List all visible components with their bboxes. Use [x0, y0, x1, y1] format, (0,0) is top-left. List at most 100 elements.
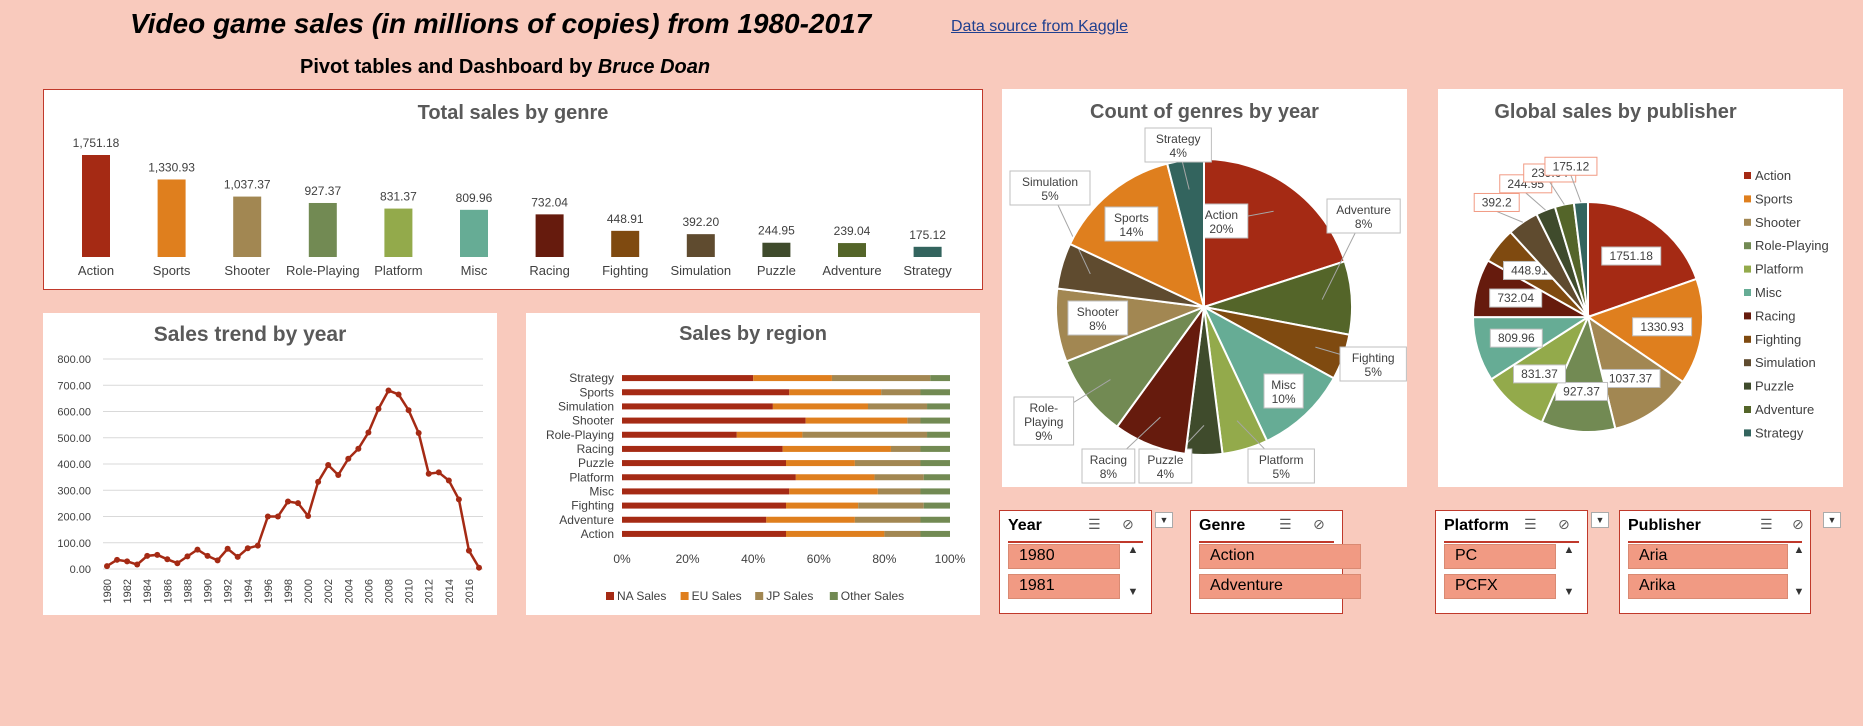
- pie-data-label: Adventure: [1336, 203, 1391, 217]
- clear-filter-icon[interactable]: ⊘: [1313, 516, 1325, 532]
- x-tick-label: 80%: [872, 552, 896, 566]
- bar-data-label: 732.04: [531, 195, 568, 209]
- data-point: [415, 430, 422, 437]
- pie-data-label: 392.2: [1482, 195, 1512, 209]
- legend-swatch: [1744, 359, 1751, 367]
- x-tick-label: 1996: [263, 579, 275, 603]
- pie-slice-role-playing: [1065, 304, 1207, 429]
- data-point: [355, 445, 362, 452]
- clear-filter-icon[interactable]: ⊘: [1558, 516, 1570, 532]
- multi-select-icon[interactable]: ☰: [1279, 516, 1292, 532]
- legend-label: Other Sales: [841, 589, 904, 603]
- publisher-slicer[interactable]: Publisher ☰ ⊘ Aria Arika ▲ ▼: [1619, 510, 1811, 614]
- y-tick-label: 0.00: [70, 564, 91, 576]
- data-point: [476, 564, 482, 571]
- slicer-scrollbar[interactable]: ▲ ▼: [1792, 544, 1806, 607]
- data-point: [305, 512, 312, 519]
- legend-label: Platform: [1755, 262, 1803, 277]
- scroll-up-icon[interactable]: ▲: [1793, 544, 1805, 556]
- slicer-scrollbar[interactable]: ▲ ▼: [1126, 544, 1140, 607]
- callout-leader: [1525, 192, 1546, 211]
- dashboard-subtitle: Pivot tables and Dashboard by Bruce Doan: [300, 56, 710, 79]
- genre-slicer[interactable]: Genre ☰ ⊘ Action Adventure: [1190, 510, 1361, 614]
- slicer-scrollbar[interactable]: ▲ ▼: [1562, 544, 1576, 607]
- category-axis-label: Shooter: [224, 263, 270, 278]
- multi-select-icon[interactable]: ☰: [1760, 516, 1773, 532]
- platform-slicer[interactable]: Platform ☰ ⊘ PC PCFX ▲ ▼: [1435, 510, 1588, 614]
- multi-select-icon[interactable]: ☰: [1524, 516, 1537, 532]
- year-slicer-dropdown-button[interactable]: ▼: [1155, 512, 1173, 528]
- pie-data-label: 8%: [1355, 217, 1373, 231]
- multi-select-icon[interactable]: ☰: [1088, 516, 1101, 532]
- bar-segment-jp-sales: [907, 417, 921, 424]
- scroll-up-icon[interactable]: ▲: [1127, 544, 1139, 556]
- category-axis-label: Sports: [153, 263, 191, 278]
- legend-swatch: [1744, 335, 1751, 343]
- bar-adventure: [838, 243, 866, 257]
- category-axis-label: Puzzle: [757, 263, 796, 278]
- legend-swatch: [1744, 242, 1751, 250]
- category-axis-label: Simulation: [670, 263, 731, 278]
- platform-slicer-dropdown-button[interactable]: ▼: [1591, 512, 1609, 528]
- slicer-item[interactable]: PCFX: [1444, 574, 1556, 599]
- scroll-down-icon[interactable]: ▼: [1793, 586, 1805, 598]
- pie-data-label: 8%: [1089, 319, 1107, 333]
- x-tick-label: 1994: [243, 579, 255, 603]
- data-point: [274, 513, 281, 520]
- data-point: [244, 545, 251, 552]
- pie-data-label: Platform: [1259, 453, 1304, 467]
- data-point: [224, 545, 231, 552]
- x-tick-label: 1998: [283, 579, 295, 603]
- slicer-item[interactable]: Aria: [1628, 544, 1788, 569]
- pie-data-label: Role-: [1029, 401, 1058, 415]
- pie-data-label: 5%: [1041, 189, 1059, 203]
- bar-segment-jp-sales: [881, 389, 921, 396]
- bar-segment-eu-sales: [786, 460, 855, 467]
- bar-sports: [157, 179, 186, 257]
- bar-data-label: 392.20: [682, 215, 719, 229]
- legend-label: JP Sales: [766, 589, 813, 603]
- slicer-item[interactable]: PC: [1444, 544, 1556, 569]
- y-tick-label: 200.00: [57, 512, 91, 524]
- sales-by-region-stacked-bar-chart: ActionAdventureFightingMiscPlatformPuzzl…: [546, 371, 966, 603]
- clear-filter-icon[interactable]: ⊘: [1122, 516, 1134, 532]
- slicer-item[interactable]: Action: [1199, 544, 1361, 569]
- x-tick-label: 60%: [807, 552, 831, 566]
- slicer-item[interactable]: Arika: [1628, 574, 1788, 599]
- y-tick-label: 100.00: [57, 538, 91, 550]
- scroll-up-icon[interactable]: ▲: [1563, 544, 1575, 556]
- year-slicer[interactable]: Year ☰ ⊘ 1980 1981 ▲ ▼: [999, 510, 1152, 614]
- callout-box: [1067, 300, 1129, 336]
- legend-swatch: [1744, 406, 1751, 413]
- slicer-item[interactable]: 1980: [1008, 544, 1120, 569]
- subtitle-author: Bruce Doan: [597, 56, 711, 78]
- pie-slice-role-playing: [1540, 313, 1617, 433]
- bar-segment-jp-sales: [884, 530, 921, 537]
- scroll-down-icon[interactable]: ▼: [1127, 586, 1139, 598]
- scroll-down-icon[interactable]: ▼: [1563, 586, 1575, 598]
- callout-box: [1263, 373, 1304, 409]
- bar-data-label: 239.04: [834, 224, 871, 238]
- category-axis-label: Action: [78, 263, 114, 278]
- pie-data-label: Racing: [1090, 453, 1127, 467]
- slicer-item[interactable]: Adventure: [1199, 574, 1361, 599]
- category-axis-label: Puzzle: [578, 456, 614, 470]
- x-tick-label: 1988: [182, 579, 194, 603]
- slicer-divider: [1199, 541, 1334, 543]
- x-tick-label: 2012: [424, 579, 436, 603]
- pie-data-label: Fighting: [1352, 351, 1395, 365]
- x-tick-label: 2004: [343, 579, 355, 603]
- slicer-item[interactable]: 1981: [1008, 574, 1120, 599]
- bar-segment-na-sales: [622, 516, 767, 523]
- data-source-link[interactable]: Data source from Kaggle: [951, 18, 1128, 35]
- bar-segment-eu-sales: [753, 375, 832, 382]
- clear-filter-icon[interactable]: ⊘: [1792, 516, 1804, 532]
- data-point: [425, 470, 432, 477]
- bar-segment-other-sales: [920, 445, 950, 452]
- bar-segment-na-sales: [622, 389, 790, 396]
- legend-label: Sports: [1755, 191, 1793, 206]
- data-point: [435, 469, 442, 476]
- data-point: [154, 551, 161, 558]
- publisher-slicer-dropdown-button[interactable]: ▼: [1823, 512, 1841, 528]
- category-axis-label: Shooter: [572, 414, 614, 428]
